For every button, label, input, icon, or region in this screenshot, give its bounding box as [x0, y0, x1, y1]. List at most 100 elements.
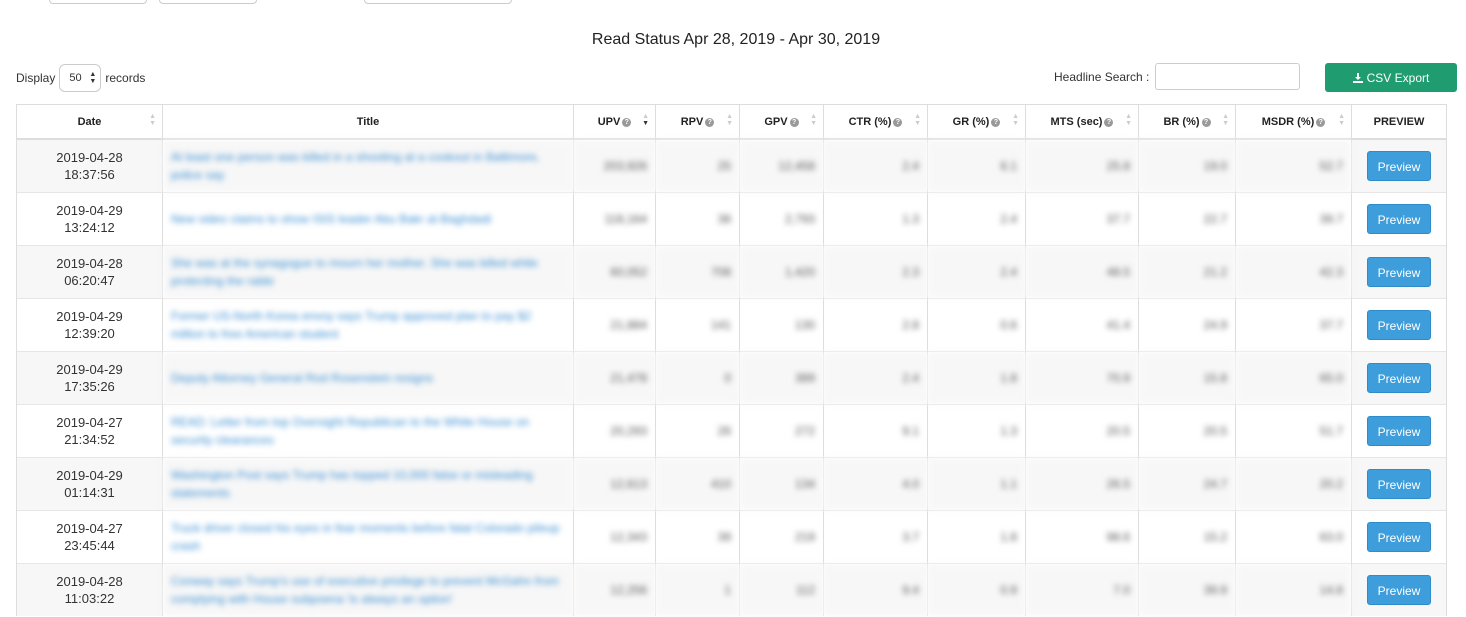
table-row: 2019-04-27 23:45:44 Truck driver closed hi…: [16, 510, 1447, 564]
cell-title-link[interactable]: Former US-North Korea envoy says Trump a…: [162, 298, 574, 352]
cell-msdr: 65.0: [1235, 351, 1352, 405]
cell-title-link[interactable]: At least one person was killed in a shoo…: [162, 138, 574, 193]
cell-ctr: 1.3: [823, 192, 928, 246]
cell-gr: 2.4: [927, 245, 1026, 299]
cell-mts: 7.0: [1025, 563, 1139, 616]
col-header-rpv[interactable]: RPV? ▲ ▼: [655, 104, 740, 140]
cell-title-link[interactable]: Conway says Trump's use of executive pri…: [162, 563, 574, 616]
cell-title-link[interactable]: Deputy Attorney General Rod Rosenstein r…: [162, 351, 574, 405]
preview-button[interactable]: Preview: [1367, 575, 1431, 605]
cell-ctr: 2.8: [823, 298, 928, 352]
preview-button[interactable]: Preview: [1367, 257, 1431, 287]
col-header-msdr[interactable]: MSDR (%)? ▲ ▼: [1235, 104, 1352, 140]
cell-rpv: 410: [655, 457, 740, 511]
sort-icon: ▲ ▼: [1338, 113, 1345, 127]
cell-title-link[interactable]: Truck driver closed his eyes in fear mom…: [162, 510, 574, 564]
col-header-ctr[interactable]: CTR (%)? ▲ ▼: [823, 104, 928, 140]
cell-ctr: 4.0: [823, 457, 928, 511]
cell-mts: 20.5: [1025, 404, 1139, 458]
cell-msdr: 63.0: [1235, 510, 1352, 564]
sort-icon: ▲ ▼: [1222, 113, 1229, 127]
cell-br: 15.2: [1138, 510, 1236, 564]
top-control-1[interactable]: [49, 0, 147, 4]
records-per-page: Display 50 ▲ ▼ records: [16, 64, 145, 92]
cell-mts: 26.5: [1025, 457, 1139, 511]
cell-date: 2019-04-27 21:34:52: [16, 404, 163, 458]
cell-date: 2019-04-29 17:35:26: [16, 351, 163, 405]
sort-icon: ▲ ▼: [149, 113, 156, 127]
cell-upv: 60,052: [573, 245, 656, 299]
col-header-upv[interactable]: UPV? ▲ ▼: [573, 104, 656, 140]
help-icon: ?: [1201, 117, 1211, 127]
cell-br: 21.2: [1138, 245, 1236, 299]
preview-button[interactable]: Preview: [1367, 151, 1431, 181]
cell-preview: Preview: [1351, 563, 1447, 616]
cell-date: 2019-04-28 11:03:22: [16, 563, 163, 616]
cell-preview: Preview: [1351, 404, 1447, 458]
col-header-mts[interactable]: MTS (sec)? ▲ ▼: [1025, 104, 1139, 140]
cell-msdr: 51.7: [1235, 404, 1352, 458]
cell-ctr: 9.4: [823, 563, 928, 616]
cell-mts: 48.5: [1025, 245, 1139, 299]
cell-msdr: 52.7: [1235, 138, 1352, 193]
cell-gpv: 112: [739, 563, 824, 616]
top-control-2[interactable]: [159, 0, 257, 4]
cell-upv: 12,343: [573, 510, 656, 564]
table-row: 2019-04-28 06:20:47 She was at the synagog…: [16, 245, 1447, 299]
stepper-icon: ▲ ▼: [89, 71, 97, 85]
col-header-date[interactable]: Date ▲ ▼: [16, 104, 163, 140]
cell-upv: 20,293: [573, 404, 656, 458]
col-header-br[interactable]: BR (%)? ▲ ▼: [1138, 104, 1236, 140]
top-control-3[interactable]: [364, 0, 512, 4]
cell-msdr: 14.8: [1235, 563, 1352, 616]
cell-date: 2019-04-29 12:39:20: [16, 298, 163, 352]
cell-title-link[interactable]: New video claims to show ISIS leader Abu…: [162, 192, 574, 246]
cell-upv: 21,884: [573, 298, 656, 352]
download-icon: [1352, 72, 1363, 83]
preview-button[interactable]: Preview: [1367, 204, 1431, 234]
cell-preview: Preview: [1351, 298, 1447, 352]
col-header-gr[interactable]: GR (%)? ▲ ▼: [927, 104, 1026, 140]
preview-button[interactable]: Preview: [1367, 416, 1431, 446]
display-label: Display: [16, 71, 56, 85]
cell-date: 2019-04-29 01:14:31: [16, 457, 163, 511]
cell-title-link[interactable]: Washington Post says Trump has topped 10…: [162, 457, 574, 511]
cell-preview: Preview: [1351, 457, 1447, 511]
cell-ctr: 9.1: [823, 404, 928, 458]
read-status-table: Date ▲ ▼ Title UPV? ▲ ▼ RPV? ▲ ▼ GPV? ▲ ▼ CTR (%…: [16, 104, 1447, 616]
cell-gr: 0.6: [927, 298, 1026, 352]
csv-export-button[interactable]: CSV Export: [1325, 63, 1457, 92]
cell-msdr: 37.7: [1235, 298, 1352, 352]
preview-button[interactable]: Preview: [1367, 469, 1431, 499]
col-header-title[interactable]: Title: [162, 104, 574, 140]
records-select[interactable]: 50 ▲ ▼: [59, 64, 102, 92]
cell-preview: Preview: [1351, 510, 1447, 564]
table-row: 2019-04-29 12:39:20 Former US-North Korea …: [16, 298, 1447, 352]
help-icon: ?: [789, 117, 799, 127]
cell-gr: 1.1: [927, 457, 1026, 511]
cell-gr: 2.4: [927, 192, 1026, 246]
cell-upv: 21,478: [573, 351, 656, 405]
help-icon: ?: [1104, 117, 1114, 127]
help-icon: ?: [1316, 117, 1326, 127]
cell-date: 2019-04-27 23:45:44: [16, 510, 163, 564]
cell-date: 2019-04-29 13:24:12: [16, 192, 163, 246]
cell-title-link[interactable]: She was at the synagogue to mourn her mo…: [162, 245, 574, 299]
preview-button[interactable]: Preview: [1367, 310, 1431, 340]
cell-gr: 1.8: [927, 351, 1026, 405]
preview-button[interactable]: Preview: [1367, 363, 1431, 393]
cell-msdr: 42.3: [1235, 245, 1352, 299]
cell-br: 24.9: [1138, 298, 1236, 352]
cell-mts: 98.6: [1025, 510, 1139, 564]
sort-icon: ▲ ▼: [642, 113, 649, 127]
cell-preview: Preview: [1351, 138, 1447, 193]
cell-title-link[interactable]: READ: Letter from top Oversight Republic…: [162, 404, 574, 458]
headline-search-input[interactable]: [1155, 63, 1301, 90]
preview-button[interactable]: Preview: [1367, 522, 1431, 552]
cell-gr: 1.3: [927, 404, 1026, 458]
cell-rpv: 1: [655, 563, 740, 616]
help-icon: ?: [622, 117, 632, 127]
headline-search: Headline Search :: [1054, 63, 1301, 90]
table-row: 2019-04-29 01:14:31 Washington Post says T…: [16, 457, 1447, 511]
col-header-gpv[interactable]: GPV? ▲ ▼: [739, 104, 824, 140]
